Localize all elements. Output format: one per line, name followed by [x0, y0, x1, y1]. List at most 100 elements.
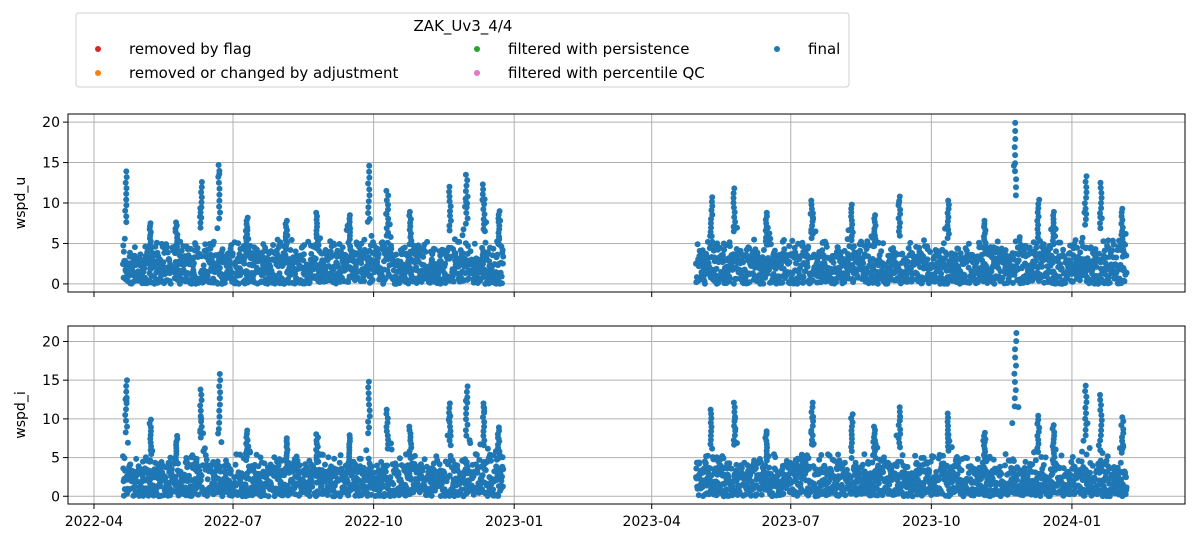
data-point — [168, 466, 175, 473]
data-point — [456, 238, 463, 245]
data-point — [994, 238, 1001, 245]
data-point — [235, 240, 242, 247]
data-point — [192, 476, 199, 482]
data-point — [809, 214, 816, 221]
data-point — [781, 237, 787, 243]
data-point — [1079, 234, 1086, 241]
data-point — [174, 432, 181, 439]
data-point — [732, 218, 739, 225]
data-point — [388, 245, 395, 252]
data-point — [707, 220, 714, 227]
data-point — [312, 255, 319, 262]
data-point — [283, 435, 290, 442]
data-point — [446, 183, 453, 190]
data-point — [1083, 184, 1090, 191]
data-point — [271, 454, 278, 461]
data-point — [365, 390, 372, 397]
data-point — [366, 215, 373, 222]
data-point — [446, 227, 453, 234]
data-point — [924, 256, 931, 263]
data-point — [365, 204, 372, 211]
data-point — [366, 192, 373, 199]
data-point — [740, 259, 747, 266]
data-point — [1035, 205, 1042, 212]
data-point — [365, 455, 372, 462]
data-point — [1106, 279, 1113, 286]
data-point — [1092, 246, 1099, 253]
data-point — [1082, 205, 1089, 212]
data-point — [897, 211, 904, 217]
data-point — [214, 458, 221, 465]
data-point — [753, 491, 760, 498]
data-point — [446, 419, 453, 425]
data-point — [318, 483, 325, 490]
data-point — [1081, 200, 1088, 207]
data-point — [464, 193, 471, 200]
data-point — [137, 251, 144, 258]
data-point — [878, 248, 885, 255]
data-point — [957, 250, 964, 257]
data-point — [198, 204, 205, 211]
data-point — [198, 179, 205, 185]
data-point — [385, 220, 392, 227]
data-point — [1082, 178, 1089, 185]
data-point — [382, 468, 389, 475]
data-point — [375, 246, 382, 253]
legend-label-removed-adjustment: removed or changed by adjustment — [129, 64, 398, 82]
data-point — [1098, 189, 1105, 196]
data-point — [385, 206, 391, 213]
data-point — [306, 279, 313, 286]
data-point — [965, 240, 972, 247]
data-point — [842, 492, 849, 499]
data-point — [183, 458, 190, 465]
data-point — [385, 436, 392, 443]
data-point — [981, 217, 988, 224]
data-point — [198, 214, 205, 221]
data-point — [693, 465, 700, 472]
data-point — [907, 239, 914, 246]
data-point — [308, 250, 315, 257]
data-point — [1093, 263, 1100, 270]
data-point — [331, 241, 338, 248]
data-point — [1113, 254, 1120, 261]
data-point — [738, 465, 745, 471]
data-point — [728, 465, 735, 472]
data-point — [153, 239, 160, 246]
data-point — [123, 388, 130, 395]
data-point — [805, 243, 812, 250]
data-point — [393, 251, 400, 258]
data-point — [202, 241, 209, 248]
data-point — [122, 429, 129, 436]
data-point — [197, 407, 204, 414]
data-point — [308, 477, 315, 484]
data-point — [991, 280, 998, 287]
data-point — [406, 423, 413, 430]
data-point — [198, 199, 205, 206]
data-point — [1097, 259, 1104, 266]
data-point — [488, 457, 494, 464]
data-point — [193, 455, 200, 462]
data-point — [1097, 179, 1104, 186]
data-point — [215, 173, 222, 180]
data-point — [197, 434, 204, 441]
legend-marker-percentile-qc — [474, 70, 480, 76]
data-point — [350, 469, 357, 476]
data-point — [480, 226, 487, 233]
data-point — [226, 257, 233, 264]
data-point — [216, 419, 223, 426]
data-point — [406, 208, 413, 215]
data-point — [499, 483, 506, 490]
data-point — [696, 459, 703, 466]
data-point — [228, 269, 235, 276]
data-point — [198, 418, 205, 425]
data-point — [763, 209, 770, 216]
data-point — [446, 222, 453, 229]
data-point — [499, 473, 505, 480]
data-point — [217, 468, 224, 475]
data-point — [366, 162, 373, 169]
data-point — [446, 193, 453, 200]
data-point — [480, 428, 487, 435]
data-point — [357, 455, 364, 462]
